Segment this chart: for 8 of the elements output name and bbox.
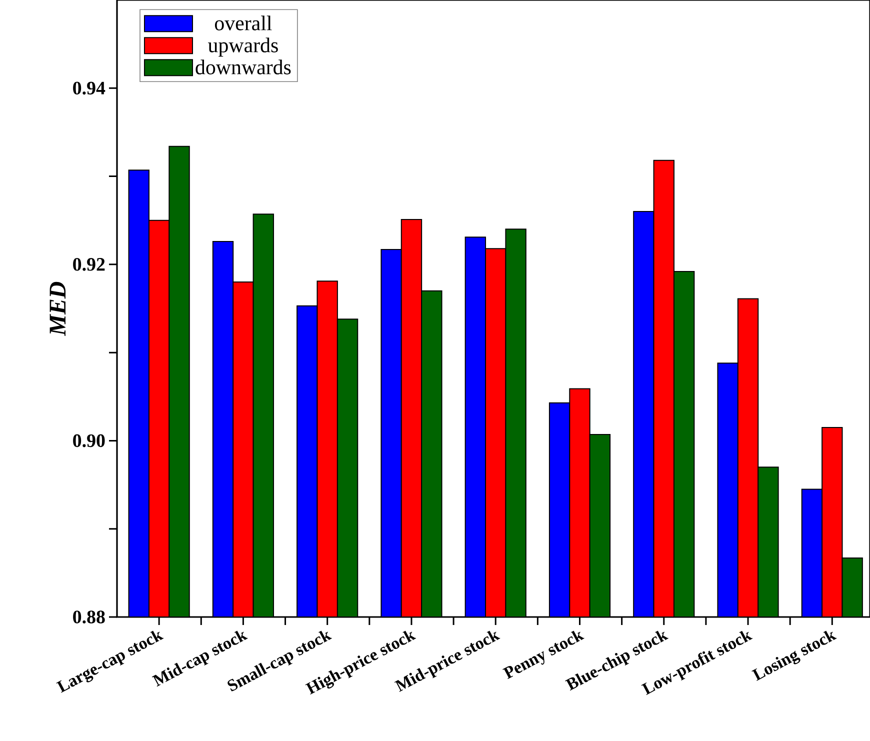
y-axis-title: MED [50, 282, 66, 336]
y-tick-label: 0.88 [73, 610, 105, 624]
legend-label: downwards [196, 60, 291, 74]
legend-label: upwards [208, 38, 278, 57]
y-tick-label: 0.92 [73, 258, 105, 271]
y-tick-label: 0.90 [73, 434, 105, 448]
legend-label: overall [214, 16, 272, 30]
y-tick-label: 0.94 [73, 82, 106, 95]
